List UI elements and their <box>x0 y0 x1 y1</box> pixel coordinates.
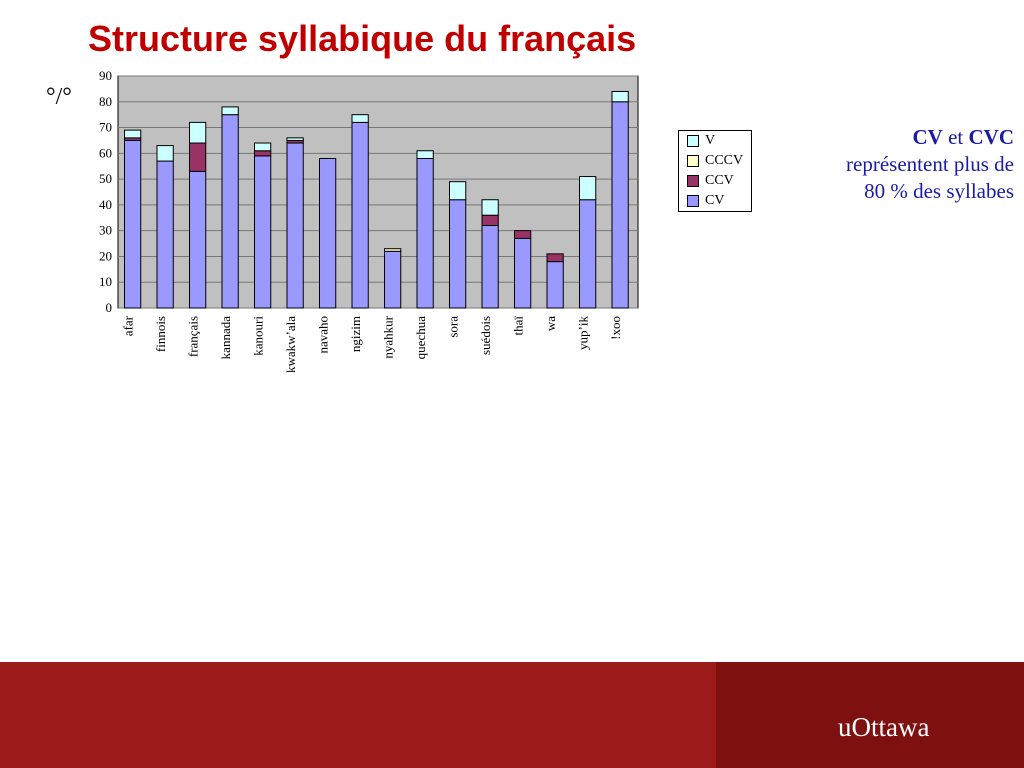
x-tick-label: kwakw’ala <box>283 316 298 373</box>
bar-segment <box>189 142 207 172</box>
legend-label: CCCV <box>705 153 744 168</box>
y-tick-label: 70 <box>99 120 112 135</box>
legend-item: CCV <box>679 171 751 191</box>
bar-segment <box>221 106 239 116</box>
bar-segment <box>514 230 532 239</box>
bar-segment <box>611 101 629 309</box>
x-tick-label: wa <box>543 316 558 331</box>
x-tick-label: sora <box>446 316 461 338</box>
bar-segment <box>351 121 369 309</box>
y-tick-label: 0 <box>106 300 113 315</box>
bar-segment <box>579 176 597 201</box>
bar-segment <box>481 214 499 227</box>
y-tick-label: 50 <box>99 171 112 186</box>
y-tick-label: 90 <box>99 68 112 83</box>
bar-segment <box>449 199 467 309</box>
bar-segment <box>384 248 402 252</box>
bar-segment <box>156 145 174 162</box>
bar-segment <box>481 225 499 309</box>
x-tick-label: kanouri <box>251 316 266 356</box>
bar-segment <box>546 253 564 263</box>
bar-segment <box>189 170 207 309</box>
bar-segment <box>416 157 434 309</box>
x-tick-label: thaï <box>511 316 526 336</box>
bar-segment <box>384 250 402 309</box>
legend-label: CV <box>705 193 725 208</box>
x-tick-label: français <box>186 316 201 357</box>
x-tick-label: nyahkur <box>381 315 396 358</box>
chart-top: 0 10 20 30 40 50 60 70 80 90 afar finnois français ka… <box>99 68 639 373</box>
bar-segment <box>254 155 272 309</box>
legend-swatch <box>687 195 699 207</box>
x-tick-label: !xoo <box>608 316 623 340</box>
bar-segment <box>481 199 499 216</box>
bar-segment <box>286 142 304 309</box>
bar-segment <box>189 121 207 144</box>
y-tick-label: 10 <box>99 274 112 289</box>
bar-segment <box>319 157 337 309</box>
note-top: CV et CVC représentent plus de 80 % des … <box>846 125 1014 203</box>
x-tick-label: yup’ik <box>576 316 591 350</box>
y-tick-label: 60 <box>99 145 112 160</box>
footer-band <box>0 662 1024 768</box>
x-tick-label: finnois <box>153 316 168 352</box>
legend-item: CCCV <box>679 151 751 171</box>
y-tick-label: 20 <box>99 248 112 263</box>
bar-segment <box>221 114 239 309</box>
bar-segment <box>124 139 142 309</box>
legend-swatch <box>687 155 699 167</box>
y-tick-label: 40 <box>99 197 112 212</box>
unit-label-top: °/° <box>46 84 72 110</box>
bar-segment <box>611 90 629 103</box>
legend-item: CV <box>679 191 751 211</box>
bar-segment <box>351 114 369 123</box>
x-tick-label: quechua <box>413 316 428 360</box>
legend-label: V <box>705 133 716 148</box>
bar-segment <box>254 150 272 157</box>
legend-swatch <box>687 135 699 147</box>
legend-label: CCV <box>705 173 734 188</box>
bar-segment <box>514 237 532 309</box>
y-tick-label: 30 <box>99 223 112 238</box>
bar-segment <box>124 129 142 139</box>
bar-segment <box>546 261 564 309</box>
bar-segment <box>416 150 434 159</box>
x-tick-label: suédois <box>478 316 493 355</box>
logo-text: uOttawa <box>838 712 930 742</box>
y-tick-label: 80 <box>99 94 112 109</box>
slide-title: Structure syllabique du français <box>88 18 637 59</box>
bar-segment <box>286 137 304 141</box>
bar-segment <box>156 160 174 309</box>
x-tick-label: navaho <box>316 316 331 354</box>
x-tick-label: kannada <box>218 316 233 360</box>
legend-top: V CCCV CCV CV <box>678 130 752 212</box>
bar-segment <box>254 142 272 152</box>
x-tick-label: afar <box>121 315 136 336</box>
legend-swatch <box>687 175 699 187</box>
legend-item: V <box>679 131 751 151</box>
bar-segment <box>579 199 597 309</box>
x-tick-label: ngizim <box>348 316 363 352</box>
bar-segment <box>449 181 467 201</box>
